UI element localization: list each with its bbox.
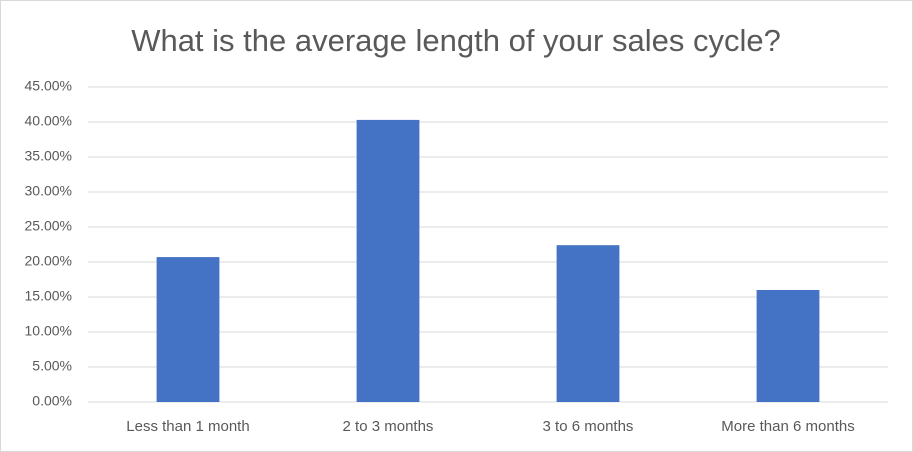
x-tick-label: 2 to 3 months	[343, 418, 434, 435]
bar	[156, 257, 220, 402]
y-tick-label: 0.00%	[32, 393, 72, 409]
y-tick-label: 45.00%	[25, 78, 72, 94]
y-tick-label: 40.00%	[25, 113, 72, 129]
x-tick-label: Less than 1 month	[126, 418, 249, 435]
bar	[756, 290, 820, 402]
bar	[356, 119, 420, 403]
y-tick-label: 25.00%	[25, 218, 72, 234]
bar	[556, 245, 620, 402]
y-tick-label: 10.00%	[25, 323, 72, 339]
chart-title: What is the average length of your sales…	[131, 23, 781, 58]
x-tick-label: More than 6 months	[721, 418, 854, 435]
y-tick-label: 35.00%	[25, 148, 72, 164]
y-tick-label: 30.00%	[25, 183, 72, 199]
y-tick-label: 15.00%	[25, 288, 72, 304]
y-tick-label: 20.00%	[25, 253, 72, 269]
y-tick-label: 5.00%	[32, 358, 72, 374]
x-tick-label: 3 to 6 months	[543, 418, 634, 435]
